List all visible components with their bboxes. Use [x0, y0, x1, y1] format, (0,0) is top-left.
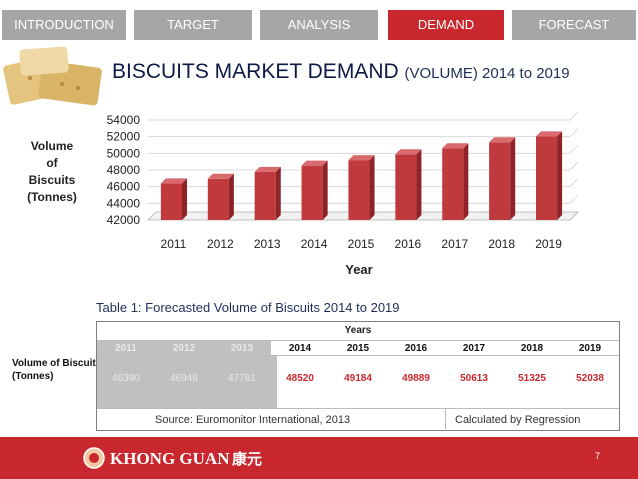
table-row-label: Volume of Biscuit (Tonnes) — [12, 358, 96, 382]
page-title-sub: (VOLUME) 2014 to 2019 — [404, 65, 570, 82]
bar — [442, 148, 464, 220]
bar — [160, 183, 182, 220]
bar-side — [322, 160, 328, 220]
x-tick-label: 2011 — [161, 237, 187, 251]
method-note: Calculated by Regression — [455, 414, 581, 426]
biscuit-image — [3, 46, 102, 106]
table-caption: Table 1: Forecasted Volume of Biscuits 2… — [96, 300, 400, 315]
year-header-cell: 2014 — [271, 340, 329, 356]
nav-tabs: INTRODUCTION TARGET ANALYSIS DEMAND FORE… — [0, 10, 638, 40]
x-tick-label: 2014 — [301, 237, 328, 251]
tab-analysis[interactable]: ANALYSIS — [260, 10, 378, 40]
bar-side — [275, 166, 281, 220]
y-axis-label: Biscuits — [29, 173, 76, 187]
bar-top — [536, 131, 563, 137]
bar — [395, 154, 417, 220]
grid-line-depth — [569, 144, 579, 154]
page-title: BISCUITS MARKET DEMAND (VOLUME) 2014 to … — [112, 60, 570, 84]
volume-value-cell: 52038 — [576, 373, 604, 384]
x-tick-label: 2019 — [535, 237, 562, 251]
source-row: Source: Euromonitor International, 2013 … — [97, 408, 619, 431]
bar-top — [348, 155, 375, 161]
brand-name: KHONG GUAN — [110, 449, 230, 468]
demand-bar-chart: 42000 44000 46000 48000 50000 52000 54000 2011 2… — [27, 111, 580, 277]
bar-side — [510, 137, 516, 220]
page-title-main: BISCUITS MARKET DEMAND — [112, 60, 399, 83]
x-tick-label: 2017 — [441, 237, 468, 251]
bar — [301, 165, 323, 220]
grid-line-depth — [569, 194, 579, 204]
x-tick-label: 2013 — [254, 237, 281, 251]
bar-top — [207, 173, 234, 179]
grid-line-depth — [569, 161, 579, 171]
volume-value-cell: 50613 — [460, 373, 488, 384]
bar — [207, 178, 229, 220]
x-tick-label: 2018 — [488, 237, 515, 251]
year-header-cell: 2013 — [213, 340, 271, 356]
y-tick-label: 46000 — [107, 180, 141, 194]
x-tick-label: 2016 — [395, 237, 422, 251]
year-header-cell: 2018 — [503, 340, 561, 356]
bar — [489, 142, 511, 220]
bar-side — [369, 155, 375, 220]
y-axis-label: (Tonnes) — [27, 190, 77, 204]
grid-line-depth — [569, 178, 579, 188]
tab-forecast[interactable]: FORECAST — [512, 10, 636, 40]
tab-target[interactable]: TARGET — [134, 10, 252, 40]
y-tick-label: 52000 — [107, 130, 141, 144]
bar-top — [160, 178, 187, 184]
x-axis-label: Year — [345, 262, 372, 277]
footer-bar: KHONG GUAN 康元 7 — [0, 437, 638, 479]
years-header: Years — [344, 325, 372, 336]
bar — [254, 171, 276, 220]
y-tick-label: 50000 — [107, 146, 141, 160]
volume-value-cell: 46390 — [97, 364, 155, 394]
tab-introduction[interactable]: INTRODUCTION — [2, 10, 126, 40]
y-tick-label: 42000 — [107, 213, 141, 227]
volume-value-cell: 46946 — [155, 364, 213, 394]
x-tick-label: 2015 — [348, 237, 375, 251]
khong-guan-logo: KHONG GUAN 康元 — [83, 447, 262, 469]
bar-top — [301, 160, 328, 166]
brand-name-cn: 康元 — [232, 450, 262, 468]
bar-top — [489, 137, 516, 143]
y-tick-label: 44000 — [107, 196, 141, 210]
bar-top — [395, 149, 422, 155]
tab-demand[interactable]: DEMAND — [388, 10, 504, 40]
year-header-cell: 2012 — [155, 340, 213, 356]
grid-line-depth — [569, 111, 579, 121]
page-number: 7 — [594, 451, 600, 461]
bar-top — [442, 143, 469, 149]
volume-value-cell: 48520 — [286, 373, 314, 384]
source-note: Source: Euromonitor International, 2013 — [155, 414, 351, 426]
bar-top — [254, 166, 281, 172]
forecast-table: Years 2011 2012 2013 2014 2015 2016 2017 2018 20… — [96, 321, 620, 431]
bar-side — [463, 143, 469, 220]
year-header-cell: 2017 — [445, 340, 503, 356]
bar — [536, 136, 558, 220]
source-divider — [445, 409, 446, 431]
y-axis-label: Volume — [31, 139, 74, 153]
bar-side — [228, 173, 234, 220]
bar-side — [416, 149, 422, 220]
volume-value-cell: 47781 — [213, 364, 271, 394]
volume-value-cell: 49889 — [402, 373, 430, 384]
year-header-cell: 2019 — [561, 340, 619, 356]
bar-side — [557, 131, 563, 220]
y-tick-label: 54000 — [107, 113, 141, 127]
volume-value-cell: 49184 — [344, 373, 372, 384]
year-header-cell: 2011 — [97, 340, 155, 356]
bar — [348, 160, 370, 220]
y-tick-label: 48000 — [107, 163, 141, 177]
year-header-cell: 2016 — [387, 340, 445, 356]
y-axis-label: of — [46, 156, 58, 170]
x-tick-label: 2012 — [207, 237, 234, 251]
year-header-cell: 2015 — [329, 340, 387, 356]
grid-line-depth — [569, 128, 579, 138]
volume-value-cell: 51325 — [518, 373, 546, 384]
bar-side — [181, 178, 187, 220]
